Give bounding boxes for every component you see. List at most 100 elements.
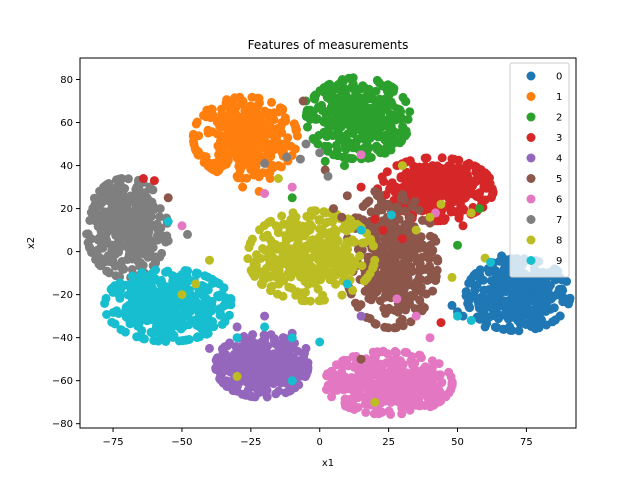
data-point	[91, 215, 101, 225]
data-point	[548, 317, 557, 327]
data-point	[169, 330, 179, 340]
data-point	[342, 136, 352, 146]
data-point	[346, 223, 356, 233]
data-point	[211, 356, 221, 365]
data-point	[286, 272, 296, 282]
data-point	[390, 260, 400, 270]
legend-label: 8	[556, 236, 562, 247]
data-point	[425, 265, 435, 275]
data-point	[408, 167, 418, 177]
data-point	[342, 102, 352, 111]
data-point	[126, 304, 136, 314]
data-point	[458, 221, 468, 231]
data-point	[517, 315, 527, 325]
data-point	[95, 260, 105, 270]
data-point	[339, 113, 349, 123]
data-point	[346, 378, 356, 388]
data-point	[406, 317, 416, 327]
data-point	[266, 122, 275, 132]
data-point	[102, 224, 112, 234]
data-point	[301, 343, 311, 353]
data-point	[356, 182, 366, 192]
legend-label: 3	[556, 133, 562, 144]
data-point	[148, 185, 158, 195]
data-point	[502, 309, 512, 319]
data-point	[420, 153, 430, 163]
data-point	[191, 279, 201, 289]
data-point	[251, 119, 261, 129]
data-point	[315, 148, 325, 158]
data-point	[278, 291, 288, 301]
legend-box	[509, 62, 570, 278]
data-point	[421, 199, 430, 209]
data-point	[337, 212, 347, 222]
data-point	[347, 83, 357, 93]
data-point	[183, 229, 192, 239]
data-point	[475, 204, 485, 214]
x-tick-label: 25	[382, 437, 395, 448]
data-point	[380, 263, 390, 273]
data-point	[227, 107, 237, 117]
data-point	[238, 358, 248, 368]
data-point	[379, 252, 389, 262]
data-point	[403, 269, 413, 279]
legend-item-6: 6	[526, 194, 562, 206]
data-point	[163, 193, 173, 203]
data-point	[322, 371, 332, 381]
data-point	[412, 257, 422, 267]
data-point	[514, 326, 524, 336]
data-point	[155, 252, 165, 262]
data-point	[409, 391, 419, 401]
data-point	[244, 368, 254, 378]
data-point	[293, 356, 303, 366]
data-point	[443, 193, 453, 203]
x-tick-label: 0	[317, 437, 323, 448]
data-point	[181, 335, 190, 345]
data-point	[166, 305, 176, 315]
data-point	[370, 319, 380, 328]
data-point	[232, 322, 242, 332]
legend-label: 2	[556, 113, 562, 124]
data-point	[254, 93, 264, 103]
data-point	[140, 305, 150, 315]
data-point	[264, 218, 273, 228]
data-point	[368, 130, 378, 140]
data-point	[129, 217, 139, 227]
data-point	[423, 252, 433, 262]
data-point	[106, 240, 116, 250]
data-point	[131, 208, 141, 218]
data-point	[236, 342, 246, 352]
data-point	[188, 129, 198, 139]
data-point	[120, 327, 130, 337]
data-point	[193, 332, 203, 342]
series-1	[188, 92, 302, 183]
data-point	[419, 303, 429, 313]
data-point	[456, 174, 466, 184]
data-point	[419, 182, 429, 192]
data-point	[369, 385, 379, 395]
x-tick-label: −75	[103, 437, 124, 448]
data-point	[370, 370, 380, 380]
data-point	[386, 181, 396, 191]
legend-marker	[526, 153, 536, 163]
series-3-outliers	[138, 174, 468, 328]
data-point	[356, 367, 366, 377]
data-point	[401, 96, 411, 106]
data-point	[380, 386, 390, 396]
data-point	[356, 150, 366, 160]
data-point	[212, 129, 222, 139]
data-point	[288, 208, 298, 218]
data-point	[346, 126, 356, 136]
data-point	[358, 122, 368, 132]
data-point	[273, 161, 283, 171]
data-point	[357, 238, 367, 248]
data-point	[144, 250, 154, 260]
data-point	[329, 204, 338, 214]
legend-marker	[526, 92, 536, 101]
legend-marker	[526, 133, 536, 142]
y-tick-label: 0	[67, 247, 73, 258]
data-point	[434, 359, 444, 369]
data-point	[383, 199, 393, 209]
data-point	[327, 392, 337, 402]
legend-marker	[526, 215, 536, 224]
